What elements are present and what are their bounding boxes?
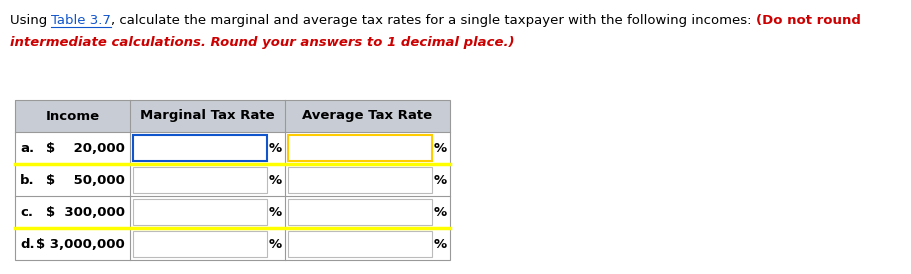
Text: (Do not round: (Do not round [755, 14, 860, 27]
Bar [15, 164, 449, 196]
Text: $    20,000: $ 20,000 [46, 141, 125, 155]
Text: $ 3,000,000: $ 3,000,000 [36, 238, 125, 250]
Text: %: % [269, 173, 281, 187]
Bar [15, 100, 449, 132]
Text: Average Tax Rate: Average Tax Rate [302, 110, 432, 122]
Text: $  300,000: $ 300,000 [46, 206, 125, 218]
Text: %: % [269, 206, 281, 218]
Text: intermediate calculations. Round your answers to 1 decimal place.): intermediate calculations. Round your an… [10, 36, 514, 49]
Text: Table 3.7: Table 3.7 [51, 14, 111, 27]
Bar [15, 228, 449, 260]
Text: %: % [269, 141, 281, 155]
Bar [15, 196, 449, 228]
Bar [15, 100, 449, 260]
Text: %: % [269, 238, 281, 250]
Text: b.: b. [20, 173, 35, 187]
Bar [288, 199, 432, 225]
Bar [288, 231, 432, 257]
Bar [133, 167, 267, 193]
Text: %: % [434, 173, 446, 187]
Bar [133, 199, 267, 225]
Text: Income: Income [46, 110, 99, 122]
Bar [133, 231, 267, 257]
Text: %: % [434, 141, 446, 155]
Text: $    50,000: $ 50,000 [46, 173, 125, 187]
Text: c.: c. [20, 206, 33, 218]
Text: d.: d. [20, 238, 35, 250]
Text: Using: Using [10, 14, 51, 27]
Text: %: % [434, 238, 446, 250]
Bar [15, 132, 449, 164]
Bar [288, 167, 432, 193]
Text: , calculate the marginal and average tax rates for a single taxpayer with the fo: , calculate the marginal and average tax… [111, 14, 755, 27]
Text: %: % [434, 206, 446, 218]
Text: Marginal Tax Rate: Marginal Tax Rate [140, 110, 274, 122]
Text: a.: a. [20, 141, 34, 155]
Bar [133, 135, 267, 161]
Bar [288, 135, 432, 161]
